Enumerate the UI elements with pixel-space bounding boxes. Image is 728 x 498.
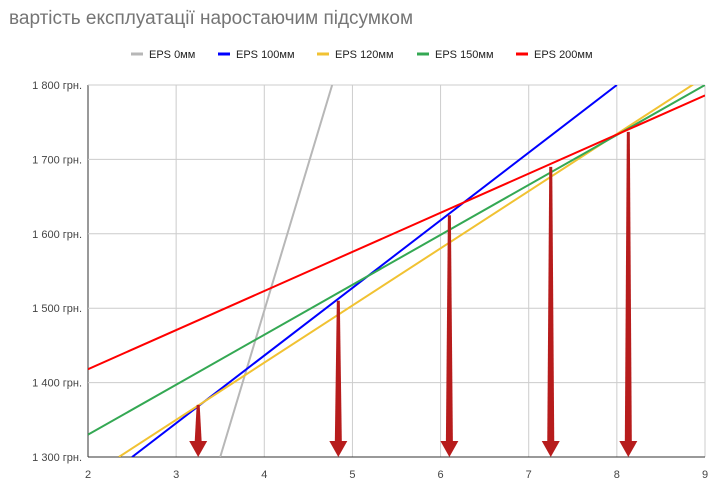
arrow-head: [619, 441, 638, 457]
legend-label: EPS 0мм: [149, 49, 195, 61]
arrow-annotation: [619, 131, 638, 457]
y-tick-label: 1 300 грн.: [32, 452, 82, 464]
series-line: [88, 85, 705, 436]
legend: EPS 0мм EPS 100мм EPS 120мм EPS 150мм EPS 20…: [131, 49, 593, 61]
y-tick-label: 1 500 грн.: [32, 303, 82, 315]
y-tick-label: 1 800 грн.: [32, 80, 82, 92]
arrow-annotation: [189, 404, 208, 457]
y-tick-label: 1 400 грн.: [32, 378, 82, 390]
grid: [87, 84, 706, 458]
legend-label: EPS 200мм: [534, 49, 593, 61]
x-tick-label: 4: [261, 469, 267, 481]
x-tick-label: 7: [526, 469, 532, 481]
chart-title: вартість експлуатації наростаючим підсум…: [9, 8, 414, 29]
arrow-shaft: [445, 215, 453, 442]
arrow-annotation: [329, 300, 348, 457]
x-tick-label: 2: [85, 469, 91, 481]
x-tick-label: 8: [614, 469, 620, 481]
arrow-layer: [189, 131, 638, 457]
y-tick-label: 1 700 грн.: [32, 154, 82, 166]
arrow-head: [440, 441, 459, 457]
x-tick-label: 6: [438, 469, 444, 481]
arrow-shaft: [624, 131, 632, 442]
x-tick-label: 9: [702, 469, 708, 481]
arrow-shaft: [334, 300, 342, 442]
y-tick-label: 1 600 грн.: [32, 229, 82, 241]
x-tick-label: 5: [349, 469, 355, 481]
arrow-head: [541, 441, 560, 457]
x-tick-label: 3: [173, 469, 179, 481]
arrow-shaft: [547, 166, 555, 442]
arrow-head: [329, 441, 348, 457]
legend-label: EPS 100мм: [236, 49, 295, 61]
arrow-head: [189, 441, 208, 457]
series-layer: [88, 85, 705, 457]
arrow-annotation: [541, 166, 560, 457]
legend-label: EPS 120мм: [335, 49, 394, 61]
legend-label: EPS 150мм: [435, 49, 494, 61]
axis-labels: 2 3 4 5 6 7 8 9 1 300 грн. 1 400 грн. 1 500 грн. 1 …: [32, 80, 708, 481]
arrow-shaft: [194, 404, 202, 442]
arrow-annotation: [440, 215, 459, 457]
series-line: [88, 94, 705, 371]
series-line: [219, 85, 334, 457]
